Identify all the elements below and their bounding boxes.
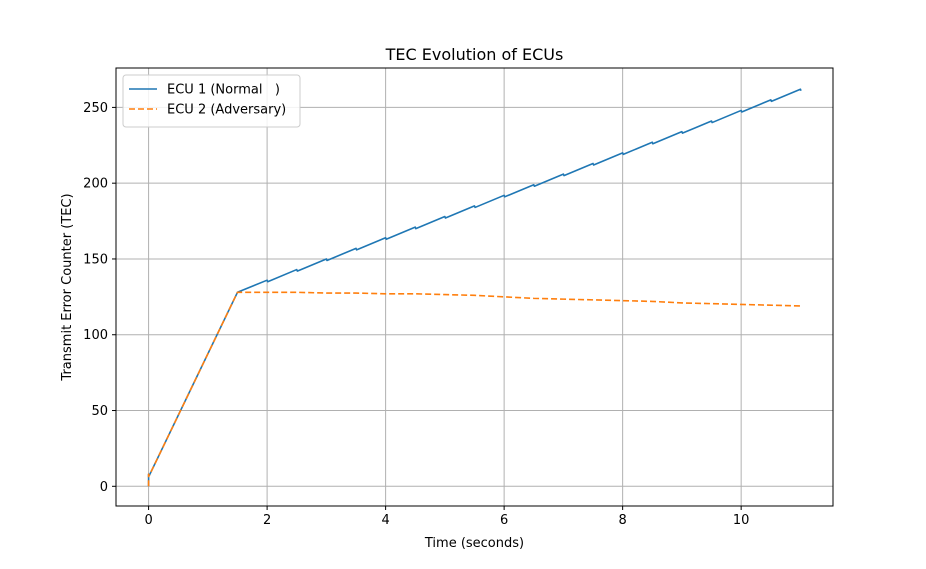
y-tick-label: 200 xyxy=(83,177,108,192)
legend: ECU 1 (Normal ) ECU 2 (Adversary) xyxy=(122,74,301,128)
y-axis-label: Transmit Error Counter (TEC) xyxy=(60,193,75,381)
x-tick-label: 0 xyxy=(144,513,152,528)
legend-box xyxy=(122,74,301,128)
x-tick-label: 2 xyxy=(263,513,271,528)
y-tick-label: 100 xyxy=(83,328,108,343)
x-tick-label: 4 xyxy=(381,513,389,528)
y-tick-label: 150 xyxy=(83,252,108,267)
legend-label-2: ECU 2 (Adversary) xyxy=(167,103,286,118)
y-tick-label: 0 xyxy=(100,480,108,495)
legend-label-1: ECU 1 (Normal ) xyxy=(167,83,280,98)
x-tick-label: 10 xyxy=(733,513,750,528)
x-tick-label: 8 xyxy=(618,513,626,528)
series-line-2 xyxy=(147,291,801,487)
grid xyxy=(116,68,833,506)
chart-title: TEC Evolution of ECUs xyxy=(385,45,564,64)
y-tick-label: 250 xyxy=(83,101,108,116)
x-tick-label: 6 xyxy=(500,513,508,528)
x-axis-label: Time (seconds) xyxy=(424,536,524,551)
y-tick-label: 50 xyxy=(91,404,108,419)
plot-frame xyxy=(115,67,834,507)
series-line-1 xyxy=(147,88,802,487)
series-lines xyxy=(147,88,802,487)
